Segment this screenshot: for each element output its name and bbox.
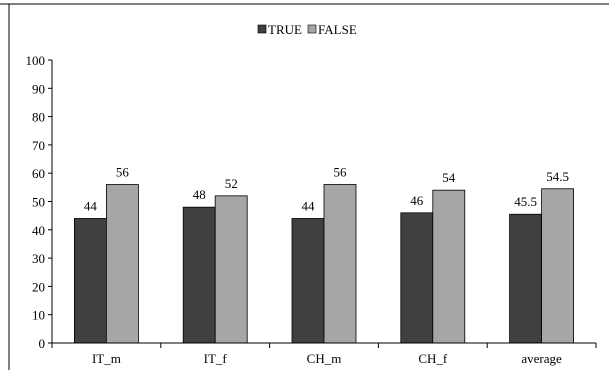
x-axis: IT_m IT_f CH_m CH_f average	[51, 342, 597, 366]
y-tick-label: 0	[39, 336, 46, 351]
bar-true	[291, 218, 325, 344]
bar-true	[74, 218, 107, 344]
bar-true	[182, 206, 216, 344]
data-label: 54.5	[546, 169, 569, 184]
legend: TRUE FALSE	[257, 22, 357, 37]
y-tick-label: 30	[32, 251, 45, 266]
y-tick-label: 10	[32, 308, 45, 323]
y-tick-label: 90	[32, 81, 45, 96]
y-tick-label: 60	[32, 166, 45, 181]
legend-swatch-true	[257, 24, 267, 34]
data-label: 54	[442, 170, 456, 185]
data-label: 44	[84, 198, 98, 213]
data-label: 45.5	[514, 194, 537, 209]
x-tick-label: IT_m	[92, 351, 121, 366]
bar-false	[432, 189, 466, 344]
legend-label-true: TRUE	[268, 22, 302, 37]
data-label: 52	[225, 176, 238, 191]
bar-false	[214, 195, 248, 344]
bar-false	[106, 184, 139, 344]
data-label: 48	[193, 187, 206, 202]
y-tick-label: 70	[32, 138, 45, 153]
bar-true	[509, 213, 543, 344]
y-tick-label: 80	[32, 110, 45, 125]
data-label: 44	[302, 198, 316, 213]
y-tick-label: 40	[32, 223, 45, 238]
data-label: 56	[334, 165, 348, 180]
x-tick-label: CH_f	[418, 351, 448, 366]
x-tick-label: average	[521, 351, 562, 366]
legend-label-false: FALSE	[318, 22, 357, 37]
data-labels: 44 56 48 52 44 56 46 54 45.5 54.5	[84, 165, 569, 214]
data-label: 56	[116, 165, 130, 180]
bar-true	[400, 212, 434, 344]
y-tick-label: 100	[26, 53, 46, 68]
bar-false	[323, 184, 357, 344]
x-tick-label: IT_f	[204, 351, 228, 366]
y-tick-label: 20	[32, 279, 45, 294]
y-tick-label: 50	[32, 195, 45, 210]
y-axis: 0 10 20 30 40 50 60 70 80 90 100	[26, 53, 53, 351]
x-tick-label: CH_m	[307, 351, 342, 366]
bar-false	[541, 188, 574, 344]
bars	[74, 184, 574, 344]
legend-swatch-false	[307, 24, 317, 34]
data-label: 46	[410, 193, 424, 208]
